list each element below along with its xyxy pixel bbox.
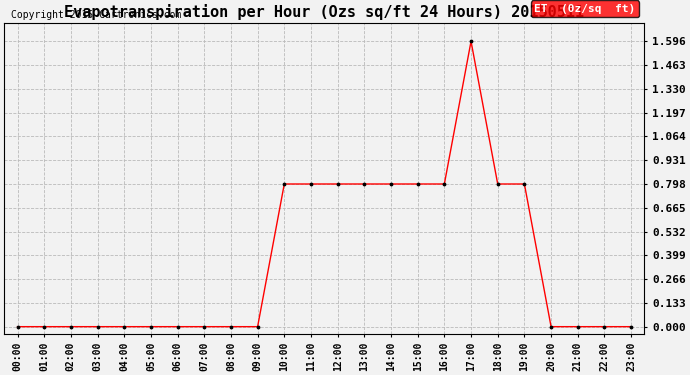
Title: Evapotranspiration per Hour (Ozs sq/ft 24 Hours) 20150511: Evapotranspiration per Hour (Ozs sq/ft 2… <box>64 4 584 20</box>
Text: Copyright 2015 Cartronics.com: Copyright 2015 Cartronics.com <box>10 10 181 20</box>
Legend: ET  (0z/sq  ft): ET (0z/sq ft) <box>531 0 639 17</box>
